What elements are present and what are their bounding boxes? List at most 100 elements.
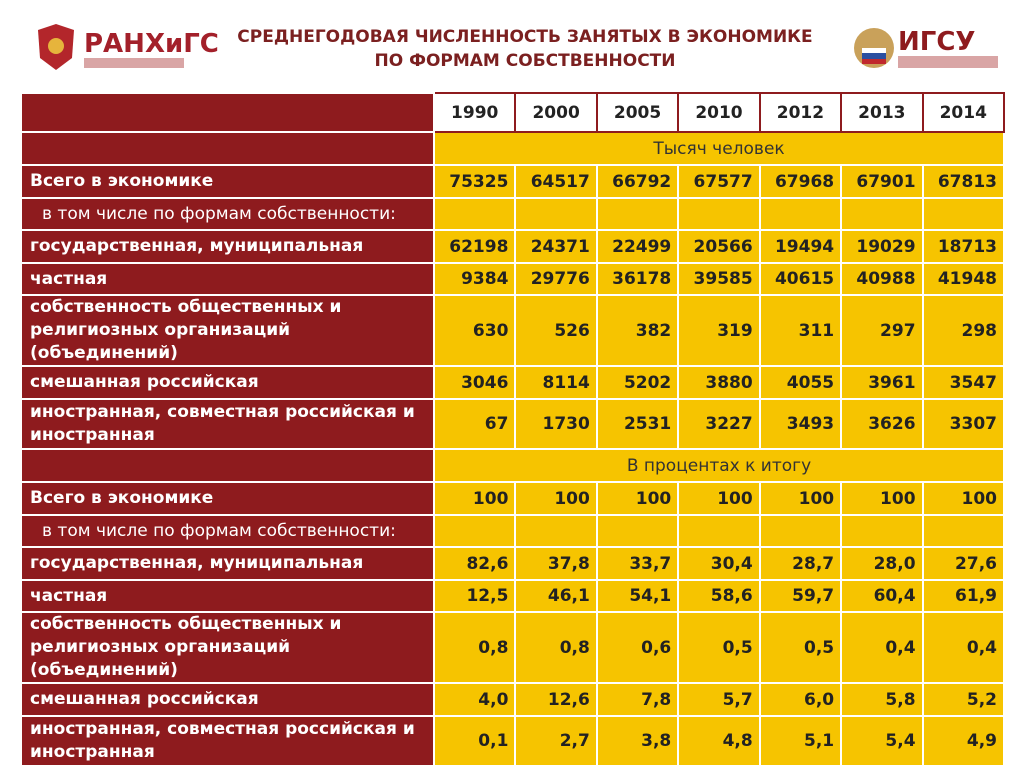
value-cell: 100	[514, 481, 598, 516]
row-label: в том числе по формам собственности:	[20, 197, 435, 231]
value-cell: 298	[921, 294, 1006, 367]
value-cell	[595, 514, 680, 548]
year-cell: 2005	[595, 92, 680, 133]
corner-cell	[20, 92, 435, 133]
year-cell: 2012	[758, 92, 843, 133]
value-cell: 311	[758, 294, 843, 367]
value-cell	[514, 197, 598, 231]
logo-emblem-center	[48, 38, 64, 54]
label-cell	[20, 131, 435, 166]
data-row: в том числе по формам собственности:	[20, 514, 1006, 548]
data-row: иностранная, совместная российская и ино…	[20, 398, 1006, 450]
value-cell: 0,8	[432, 611, 517, 684]
logo-subtext	[84, 58, 184, 68]
value-cell: 58,6	[677, 579, 761, 613]
row-label: частная	[20, 579, 435, 613]
value-cell: 9384	[432, 262, 517, 296]
value-cell: 5,2	[921, 682, 1006, 717]
data-row: государственная, муниципальная 82,6 37,8 33…	[20, 546, 1006, 581]
data-row: Всего в экономике 75325 64517 66792 67577 679…	[20, 164, 1006, 199]
value-cell: 39585	[677, 262, 761, 296]
value-cell: 67813	[921, 164, 1006, 199]
value-cell: 20566	[677, 229, 761, 264]
value-cell	[432, 197, 517, 231]
data-row: в том числе по формам собственности:	[20, 197, 1006, 231]
logo-flag-red	[862, 59, 886, 64]
value-cell: 66792	[595, 164, 680, 199]
data-row: частная 12,5 46,1 54,1 58,6 59,7 60,4 61,9	[20, 579, 1006, 613]
value-cell: 2,7	[514, 715, 598, 767]
logo-right-text: ИГСУ	[898, 27, 975, 57]
value-cell: 3227	[677, 398, 761, 450]
value-cell: 60,4	[840, 579, 924, 613]
logo-left-text: РАНХиГС	[84, 29, 219, 59]
value-cell	[840, 514, 924, 548]
row-label: иностранная, совместная российская и ино…	[20, 398, 435, 450]
value-cell	[514, 514, 598, 548]
value-cell: 526	[514, 294, 598, 367]
value-cell: 37,8	[514, 546, 598, 581]
value-cell: 12,6	[514, 682, 598, 717]
header: РАНХиГС ИГСУ СРЕДНЕГОДОВАЯ ЧИСЛЕННОСТЬ З…	[0, 0, 1024, 90]
value-cell: 100	[921, 481, 1006, 516]
title-line: ПО ФОРМАМ СОБСТВЕННОСТИ	[374, 51, 676, 71]
value-cell: 297	[840, 294, 924, 367]
value-cell: 28,0	[840, 546, 924, 581]
value-cell: 2531	[595, 398, 680, 450]
value-cell: 67	[432, 398, 517, 450]
value-cell: 100	[677, 481, 761, 516]
row-label: иностранная, совместная российская и ино…	[20, 715, 435, 767]
value-cell	[921, 197, 1006, 231]
value-cell: 41948	[921, 262, 1006, 296]
value-cell: 4,8	[677, 715, 761, 767]
value-cell: 82,6	[432, 546, 517, 581]
value-cell: 27,6	[921, 546, 1006, 581]
value-cell: 18713	[921, 229, 1006, 264]
row-label: смешанная российская	[20, 365, 435, 400]
value-cell: 0,4	[921, 611, 1006, 684]
value-cell: 64517	[514, 164, 598, 199]
logo-subtext	[898, 56, 998, 68]
value-cell: 3307	[921, 398, 1006, 450]
row-label: частная	[20, 262, 435, 296]
data-row: иностранная, совместная российская и ино…	[20, 715, 1006, 767]
value-cell: 36178	[595, 262, 680, 296]
data-row: смешанная российская 4,0 12,6 7,8 5,7 6,0 5,8 5…	[20, 682, 1006, 717]
row-label: собственность общественных и религиозных…	[20, 611, 435, 684]
data-row: Всего в экономике 100 100 100 100 100 100 100	[20, 481, 1006, 516]
value-cell	[758, 197, 843, 231]
value-cell: 24371	[514, 229, 598, 264]
section-title: Тысяч человек	[433, 131, 1005, 166]
value-cell: 5,1	[758, 715, 843, 767]
value-cell: 3961	[840, 365, 924, 400]
value-cell: 7,8	[595, 682, 680, 717]
data-row: собственность общественных и религиозных…	[20, 611, 1006, 684]
value-cell: 19494	[758, 229, 843, 264]
value-cell: 29776	[514, 262, 598, 296]
section-row: Тысяч человек	[20, 131, 1005, 166]
value-cell	[677, 197, 761, 231]
year-cell: 1990	[432, 92, 517, 133]
value-cell: 67901	[840, 164, 924, 199]
row-label: в том числе по формам собственности:	[20, 514, 435, 548]
value-cell: 62198	[432, 229, 517, 264]
value-cell: 5,8	[840, 682, 924, 717]
value-cell: 1730	[514, 398, 598, 450]
row-label: Всего в экономике	[20, 164, 435, 199]
value-cell: 100	[432, 481, 517, 516]
value-cell: 3880	[677, 365, 761, 400]
logos: РАНХиГС ИГСУ	[38, 24, 998, 70]
value-cell: 19029	[840, 229, 924, 264]
logo-flag-white	[862, 48, 886, 53]
value-cell: 3547	[921, 365, 1006, 400]
year-cell: 2010	[677, 92, 761, 133]
value-cell: 40615	[758, 262, 843, 296]
value-cell	[432, 514, 517, 548]
row-label: государственная, муниципальная	[20, 229, 435, 264]
data-row: государственная, муниципальная 62198 24371…	[20, 229, 1006, 264]
value-cell: 75325	[432, 164, 517, 199]
value-cell: 8114	[514, 365, 598, 400]
table: 1990 2000 2005 2010 2012 2013 2014 Тысяч челове…	[20, 92, 1006, 767]
value-cell: 3046	[432, 365, 517, 400]
value-cell: 12,5	[432, 579, 517, 613]
